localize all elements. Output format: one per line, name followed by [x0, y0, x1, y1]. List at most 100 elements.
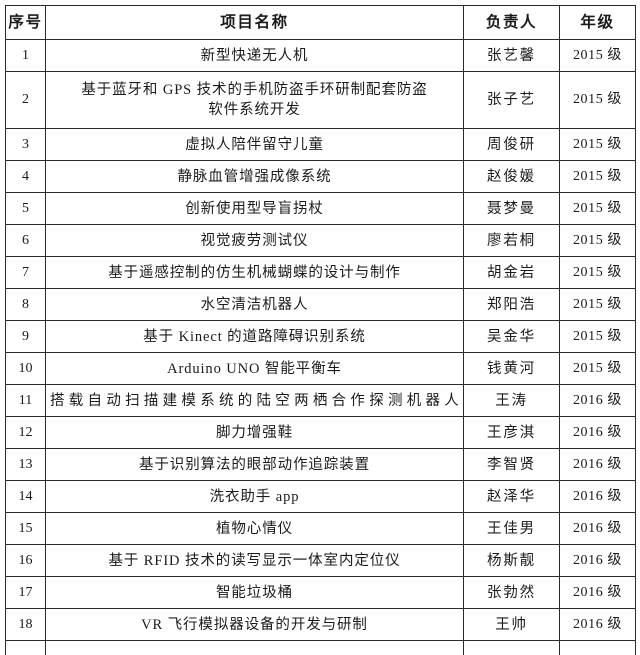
cell-project-name: 静脉血管增强成像系统 [46, 161, 464, 193]
cell-index: 8 [6, 289, 46, 321]
project-list-table: 序号 项目名称 负责人 年级 1 新型快递无人机 张艺馨 2015 级 2 基于… [5, 5, 636, 655]
table-row: 2 基于蓝牙和 GPS 技术的手机防盗手环研制配套防盗 软件系统开发 张子艺 2… [6, 72, 636, 129]
table-row: 15 植物心情仪 王佳男 2016 级 [6, 513, 636, 545]
table-row: 6 视觉疲劳测试仪 廖若桐 2015 级 [6, 225, 636, 257]
table-row-clipped [6, 641, 636, 655]
table-row: 1 新型快递无人机 张艺馨 2015 级 [6, 40, 636, 72]
table-row: 4 静脉血管增强成像系统 赵俊媛 2015 级 [6, 161, 636, 193]
cell-owner: 杨斯靓 [464, 545, 560, 577]
cell-project-name: 智能垃圾桶 [46, 577, 464, 609]
cell-owner: 吴金华 [464, 321, 560, 353]
table-row: 11 搭载自动扫描建模系统的陆空两栖合作探测机器人 王涛 2016 级 [6, 385, 636, 417]
table-row: 3 虚拟人陪伴留守儿童 周俊研 2015 级 [6, 129, 636, 161]
cell-owner: 周俊研 [464, 129, 560, 161]
cell-grade: 2016 级 [560, 513, 636, 545]
cell-owner: 胡金岩 [464, 257, 560, 289]
table-row: 13 基于识别算法的眼部动作追踪装置 李智贤 2016 级 [6, 449, 636, 481]
cell-owner: 张勃然 [464, 577, 560, 609]
cell-grade: 2015 级 [560, 129, 636, 161]
cell-owner: 王佳男 [464, 513, 560, 545]
cell-index: 4 [6, 161, 46, 193]
table-row: 5 创新使用型导盲拐杖 聂梦曼 2015 级 [6, 193, 636, 225]
cell-grade: 2015 级 [560, 40, 636, 72]
cell-project-name: 基于识别算法的眼部动作追踪装置 [46, 449, 464, 481]
cell-owner: 王帅 [464, 609, 560, 641]
cell-index: 15 [6, 513, 46, 545]
cell-grade: 2015 级 [560, 225, 636, 257]
cell-index: 7 [6, 257, 46, 289]
cell-project-name [46, 641, 464, 655]
cell-project-name: 搭载自动扫描建模系统的陆空两栖合作探测机器人 [46, 385, 464, 417]
cell-grade: 2015 级 [560, 353, 636, 385]
cell-grade: 2015 级 [560, 257, 636, 289]
table-row: 7 基于遥感控制的仿生机械蝴蝶的设计与制作 胡金岩 2015 级 [6, 257, 636, 289]
cell-owner: 王彦淇 [464, 417, 560, 449]
cell-index: 6 [6, 225, 46, 257]
cell-project-name: 洗衣助手 app [46, 481, 464, 513]
table-row: 10 Arduino UNO 智能平衡车 钱黄河 2015 级 [6, 353, 636, 385]
cell-grade: 2016 级 [560, 609, 636, 641]
cell-index: 14 [6, 481, 46, 513]
cell-index: 11 [6, 385, 46, 417]
table-body: 1 新型快递无人机 张艺馨 2015 级 2 基于蓝牙和 GPS 技术的手机防盗… [6, 40, 636, 655]
cell-project-name: Arduino UNO 智能平衡车 [46, 353, 464, 385]
cell-project-name: 水空清洁机器人 [46, 289, 464, 321]
cell-project-name: 脚力增强鞋 [46, 417, 464, 449]
column-header-project-name: 项目名称 [46, 6, 464, 40]
table-row: 9 基于 Kinect 的道路障碍识别系统 吴金华 2015 级 [6, 321, 636, 353]
cell-project-name: VR 飞行模拟器设备的开发与研制 [46, 609, 464, 641]
cell-index: 2 [6, 72, 46, 129]
cell-index: 1 [6, 40, 46, 72]
table-row: 16 基于 RFID 技术的读写显示一体室内定位仪 杨斯靓 2016 级 [6, 545, 636, 577]
cell-index: 18 [6, 609, 46, 641]
cell-project-name: 基于 Kinect 的道路障碍识别系统 [46, 321, 464, 353]
cell-grade: 2016 级 [560, 449, 636, 481]
cell-owner: 赵泽华 [464, 481, 560, 513]
cell-grade: 2016 级 [560, 545, 636, 577]
table-row: 14 洗衣助手 app 赵泽华 2016 级 [6, 481, 636, 513]
cell-grade: 2015 级 [560, 321, 636, 353]
cell-grade: 2015 级 [560, 193, 636, 225]
cell-project-name: 新型快递无人机 [46, 40, 464, 72]
cell-owner [464, 641, 560, 655]
cell-grade: 2015 级 [560, 289, 636, 321]
cell-owner: 廖若桐 [464, 225, 560, 257]
cell-project-name: 视觉疲劳测试仪 [46, 225, 464, 257]
cell-index [6, 641, 46, 655]
project-name-line-1: 基于蓝牙和 GPS 技术的手机防盗手环研制配套防盗 [49, 80, 460, 100]
cell-project-name: 创新使用型导盲拐杖 [46, 193, 464, 225]
cell-grade: 2015 级 [560, 72, 636, 129]
column-header-index: 序号 [6, 6, 46, 40]
cell-grade [560, 641, 636, 655]
cell-index: 17 [6, 577, 46, 609]
cell-owner: 张子艺 [464, 72, 560, 129]
table-header: 序号 项目名称 负责人 年级 [6, 6, 636, 40]
cell-owner: 钱黄河 [464, 353, 560, 385]
column-header-grade: 年级 [560, 6, 636, 40]
column-header-owner: 负责人 [464, 6, 560, 40]
cell-project-name: 基于 RFID 技术的读写显示一体室内定位仪 [46, 545, 464, 577]
cell-grade: 2016 级 [560, 385, 636, 417]
table-row: 8 水空清洁机器人 郑阳浩 2015 级 [6, 289, 636, 321]
cell-index: 3 [6, 129, 46, 161]
cell-index: 12 [6, 417, 46, 449]
cell-grade: 2016 级 [560, 417, 636, 449]
cell-owner: 张艺馨 [464, 40, 560, 72]
cell-grade: 2016 级 [560, 481, 636, 513]
cell-project-name: 虚拟人陪伴留守儿童 [46, 129, 464, 161]
table-row: 17 智能垃圾桶 张勃然 2016 级 [6, 577, 636, 609]
table-row: 12 脚力增强鞋 王彦淇 2016 级 [6, 417, 636, 449]
cell-project-name: 基于遥感控制的仿生机械蝴蝶的设计与制作 [46, 257, 464, 289]
cell-index: 9 [6, 321, 46, 353]
cell-owner: 郑阳浩 [464, 289, 560, 321]
cell-owner: 赵俊媛 [464, 161, 560, 193]
cell-project-name: 基于蓝牙和 GPS 技术的手机防盗手环研制配套防盗 软件系统开发 [46, 72, 464, 129]
cell-project-name: 植物心情仪 [46, 513, 464, 545]
cell-owner: 王涛 [464, 385, 560, 417]
cell-grade: 2015 级 [560, 161, 636, 193]
document-page: 序号 项目名称 负责人 年级 1 新型快递无人机 张艺馨 2015 级 2 基于… [0, 0, 640, 556]
cell-index: 13 [6, 449, 46, 481]
cell-index: 5 [6, 193, 46, 225]
cell-index: 16 [6, 545, 46, 577]
cell-grade: 2016 级 [560, 577, 636, 609]
